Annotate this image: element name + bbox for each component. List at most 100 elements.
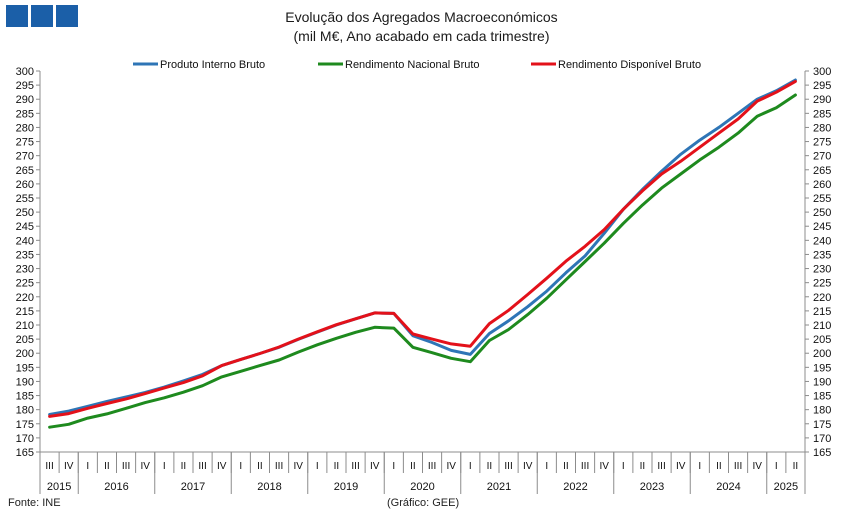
y-tick-label-right: 220	[813, 292, 831, 304]
y-tick-label-left: 215	[16, 306, 34, 318]
x-quarter-label: III	[275, 461, 283, 472]
x-quarter-label: III	[504, 461, 512, 472]
y-tick-label-left: 250	[16, 207, 34, 219]
x-year-label: 2023	[640, 481, 664, 493]
x-year-label: 2024	[716, 481, 740, 493]
x-year-label: 2016	[104, 481, 128, 493]
y-tick-label-right: 225	[813, 278, 831, 290]
y-tick-label-left: 170	[16, 433, 34, 445]
x-year-label: 2015	[47, 481, 71, 493]
y-tick-label-right: 200	[813, 348, 831, 360]
x-year-label: 2017	[181, 481, 205, 493]
y-tick-label-left: 290	[16, 94, 34, 106]
y-tick-label-left: 225	[16, 278, 34, 290]
x-quarter-label: I	[392, 461, 395, 472]
x-quarter-label: II	[181, 461, 187, 472]
source-note: Fonte: INE	[8, 497, 61, 509]
x-quarter-label: IV	[217, 461, 227, 472]
y-tick-label-right: 260	[813, 179, 831, 191]
logo-block-2	[31, 5, 53, 27]
legend-label: Produto Interno Bruto	[160, 59, 265, 71]
legend-label: Rendimento Disponível Bruto	[558, 59, 701, 71]
y-tick-label-left: 270	[16, 151, 34, 163]
y-tick-label-left: 295	[16, 80, 34, 92]
x-quarter-label: IV	[370, 461, 380, 472]
x-quarter-label: III	[198, 461, 206, 472]
x-quarter-label: I	[469, 461, 472, 472]
y-tick-label-right: 180	[813, 405, 831, 417]
x-quarter-label: IV	[676, 461, 686, 472]
legend-label: Rendimento Nacional Bruto	[345, 59, 480, 71]
x-quarter-label: I	[698, 461, 701, 472]
y-tick-label-left: 205	[16, 334, 34, 346]
x-quarter-label: III	[45, 461, 53, 472]
y-tick-label-right: 170	[813, 433, 831, 445]
y-tick-label-left: 230	[16, 264, 34, 276]
y-tick-label-left: 240	[16, 235, 34, 247]
y-tick-label-left: 165	[16, 447, 34, 459]
x-year-label: 2020	[410, 481, 434, 493]
y-tick-label-right: 195	[813, 362, 831, 374]
x-quarter-label: III	[428, 461, 436, 472]
y-tick-label-right: 215	[813, 306, 831, 318]
y-tick-label-left: 280	[16, 122, 34, 134]
y-tick-label-right: 295	[813, 80, 831, 92]
y-tick-label-right: 250	[813, 207, 831, 219]
x-quarter-label: III	[581, 461, 589, 472]
y-tick-label-right: 210	[813, 320, 831, 332]
logo	[6, 5, 78, 27]
series-line	[48, 93, 797, 429]
x-quarter-label: III	[657, 461, 665, 472]
x-quarter-label: IV	[446, 461, 456, 472]
y-tick-label-left: 265	[16, 165, 34, 177]
y-tick-label-left: 285	[16, 108, 34, 120]
x-year-label: 2022	[563, 481, 587, 493]
y-tick-label-right: 185	[813, 391, 831, 403]
y-tick-label-right: 190	[813, 376, 831, 388]
x-quarter-label: I	[316, 461, 319, 472]
y-tick-label-right: 205	[813, 334, 831, 346]
x-quarter-label: IV	[293, 461, 303, 472]
x-quarter-label: I	[239, 461, 242, 472]
y-tick-label-right: 230	[813, 264, 831, 276]
y-tick-label-right: 285	[813, 108, 831, 120]
y-tick-label-right: 270	[813, 151, 831, 163]
logo-block-3	[56, 5, 78, 27]
y-tick-label-right: 280	[813, 122, 831, 134]
y-tick-label-right: 245	[813, 221, 831, 233]
y-tick-label-right: 265	[813, 165, 831, 177]
x-quarter-label: II	[640, 461, 646, 472]
y-tick-label-left: 210	[16, 320, 34, 332]
x-quarter-label: III	[351, 461, 359, 472]
x-quarter-label: IV	[599, 461, 609, 472]
y-tick-label-left: 220	[16, 292, 34, 304]
x-quarter-label: II	[257, 461, 263, 472]
x-quarter-label: II	[410, 461, 416, 472]
chart-subtitle: (mil M€, Ano acabado em cada trimestre)	[293, 28, 550, 44]
y-tick-label-right: 240	[813, 235, 831, 247]
y-tick-label-left: 255	[16, 193, 34, 205]
x-quarter-label: I	[775, 461, 778, 472]
y-tick-label-right: 275	[813, 137, 831, 149]
y-tick-label-right: 255	[813, 193, 831, 205]
y-tick-label-left: 300	[16, 66, 34, 78]
x-quarter-label: IV	[523, 461, 533, 472]
y-tick-label-right: 290	[813, 94, 831, 106]
x-quarter-label: III	[734, 461, 742, 472]
series-line	[48, 79, 797, 418]
x-quarter-label: IV	[64, 461, 74, 472]
x-quarter-label: I	[163, 461, 166, 472]
x-year-label: 2019	[334, 481, 358, 493]
y-tick-label-left: 175	[16, 419, 34, 431]
x-quarter-label: I	[86, 461, 89, 472]
y-tick-label-right: 300	[813, 66, 831, 78]
x-quarter-label: IV	[752, 461, 762, 472]
y-tick-label-left: 275	[16, 137, 34, 149]
x-year-label: 2025	[774, 481, 798, 493]
y-tick-label-right: 165	[813, 447, 831, 459]
y-tick-label-left: 195	[16, 362, 34, 374]
credit-note: (Gráfico: GEE)	[387, 497, 460, 509]
y-tick-label-left: 190	[16, 376, 34, 388]
y-tick-label-left: 185	[16, 391, 34, 403]
x-quarter-label: II	[104, 461, 110, 472]
